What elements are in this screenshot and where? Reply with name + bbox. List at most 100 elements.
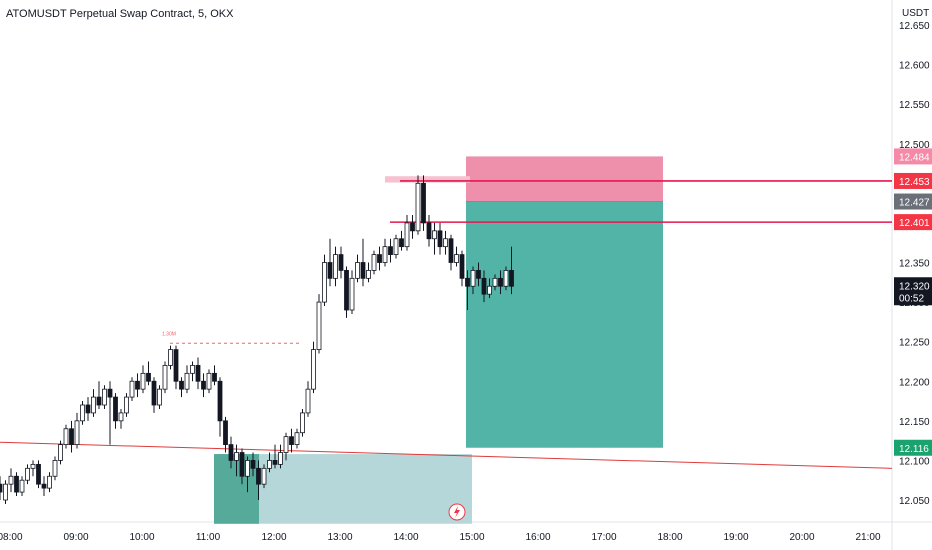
candle-body — [234, 452, 239, 461]
candle — [113, 393, 118, 429]
candle-body — [124, 396, 129, 414]
candle-body — [52, 460, 58, 477]
candle — [184, 365, 190, 394]
candle-body — [261, 467, 267, 485]
candle-body — [80, 404, 85, 422]
candle-body — [30, 463, 36, 469]
candle — [481, 270, 487, 303]
candle-body — [283, 436, 289, 453]
time-tick-label: 14:00 — [393, 532, 418, 543]
candle — [404, 215, 410, 251]
candle — [245, 456, 250, 493]
time-tick-label: 09:00 — [63, 532, 88, 543]
price-tick-label: 12.600 — [899, 61, 930, 72]
candle-body — [25, 467, 30, 481]
price-label-red: 12.453 — [894, 172, 932, 189]
candle — [157, 385, 162, 409]
time-tick-label: 21:00 — [855, 532, 880, 543]
candle — [278, 444, 283, 469]
candle — [327, 238, 333, 287]
price-tick-label: 12.650 — [899, 21, 930, 32]
candle-body — [201, 380, 206, 390]
candle — [410, 215, 415, 239]
candle-body — [256, 467, 261, 485]
candle-body — [102, 388, 107, 406]
candle — [465, 270, 470, 310]
candle — [129, 377, 135, 402]
price-tick-label: 12.550 — [899, 100, 930, 111]
candle — [415, 175, 421, 235]
candle-body — [107, 388, 113, 398]
candle — [168, 345, 173, 370]
candle-body — [228, 444, 234, 461]
candle-body — [476, 270, 481, 279]
price-label-pink: 12.484 — [894, 148, 932, 165]
candle-body — [179, 380, 184, 390]
candle-body — [250, 460, 256, 469]
candle — [316, 294, 322, 354]
candle-body — [3, 483, 8, 501]
candle — [421, 175, 426, 231]
high-marker — [385, 176, 470, 183]
price-label-text: 12.484 — [899, 152, 930, 163]
candle — [19, 476, 25, 497]
time-tick-label: 08:00 — [0, 532, 23, 543]
time-tick-label: 15:00 — [459, 532, 484, 543]
candle-body — [454, 254, 459, 263]
candle-body — [212, 372, 217, 382]
time-tick-label: 16:00 — [525, 532, 550, 543]
price-label-gray: 12.427 — [894, 193, 932, 210]
candle-body — [338, 254, 344, 271]
candle — [228, 436, 234, 469]
candle — [190, 361, 195, 382]
candle-body — [404, 222, 410, 248]
candle-body — [140, 372, 146, 390]
candle-body — [421, 182, 426, 224]
candle-body — [239, 452, 245, 477]
candle — [25, 464, 30, 485]
candle — [261, 464, 267, 489]
last-price-value: 12.320 — [899, 281, 930, 292]
candle — [503, 266, 509, 291]
candle-body — [393, 238, 399, 255]
candle-body — [470, 270, 476, 287]
candle-body — [388, 246, 393, 255]
candle-body — [448, 238, 454, 263]
candle-body — [509, 270, 514, 287]
candle-body — [333, 254, 338, 279]
candle-body — [289, 436, 294, 445]
time-tick-label: 13:00 — [327, 532, 352, 543]
candle-body — [217, 380, 223, 422]
candle-body — [168, 349, 173, 366]
price-tick-label: 12.250 — [899, 338, 930, 349]
price-tick-label: 12.050 — [899, 496, 930, 507]
candle — [377, 246, 382, 271]
candle — [498, 270, 503, 295]
candle — [344, 266, 349, 318]
candle — [58, 440, 63, 465]
candle — [432, 222, 437, 255]
candle — [14, 472, 19, 497]
candle-body — [245, 460, 250, 477]
price-tick-label: 12.500 — [899, 140, 930, 151]
candle — [305, 381, 311, 417]
candle — [426, 215, 432, 247]
candle — [338, 246, 344, 279]
price-tick-label: 12.100 — [899, 456, 930, 467]
candle-body — [267, 460, 272, 469]
candle — [250, 452, 256, 477]
candle-body — [410, 222, 415, 232]
candle — [206, 369, 212, 394]
time-tick-label: 18:00 — [657, 532, 682, 543]
candle — [366, 262, 371, 283]
candle — [300, 408, 305, 437]
candle — [3, 480, 8, 504]
candle-body — [173, 349, 179, 382]
candle — [52, 456, 58, 481]
candle-body — [63, 428, 69, 445]
candle-body — [206, 372, 212, 390]
currency-label: USDT — [902, 8, 929, 19]
candle-body — [498, 277, 503, 287]
candle — [443, 230, 448, 255]
